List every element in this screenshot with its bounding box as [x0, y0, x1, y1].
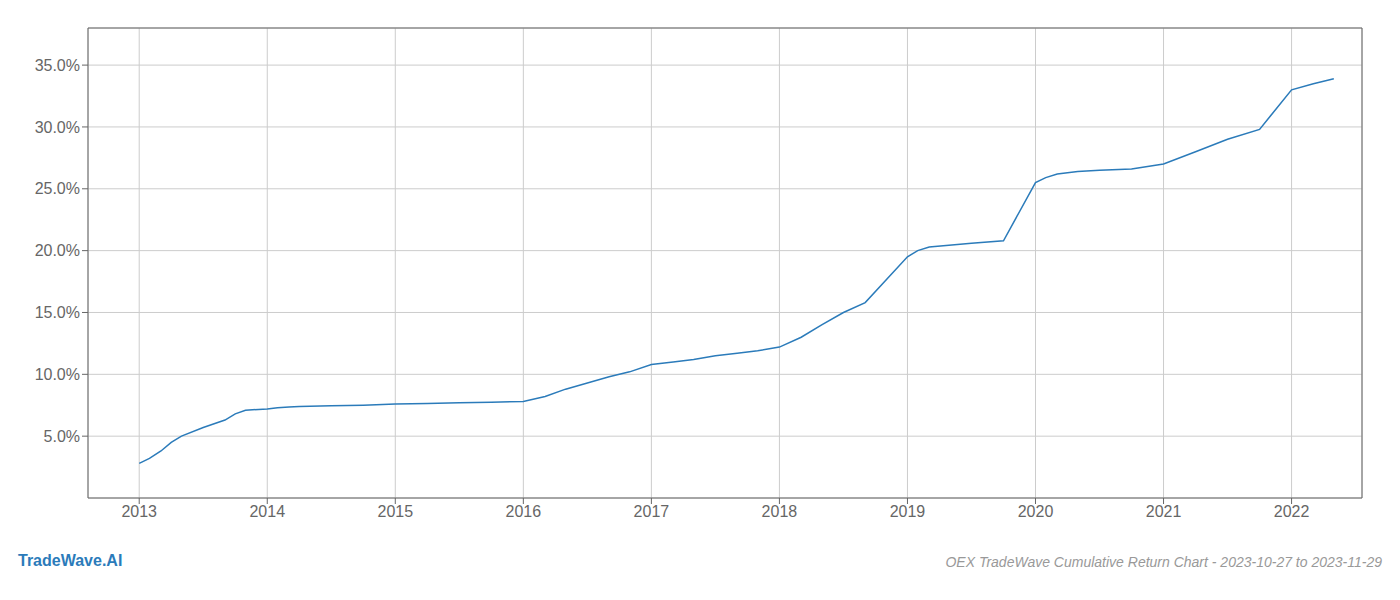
svg-text:20.0%: 20.0% [35, 242, 80, 259]
svg-text:2017: 2017 [634, 503, 670, 520]
svg-text:2013: 2013 [121, 503, 157, 520]
svg-text:2021: 2021 [1146, 503, 1182, 520]
html-text:OEX TradeWave Cumulative Retur: OEX TradeWave Cumulative Return Chart - … [945, 554, 1382, 570]
html-text:TradeWave.AI: TradeWave.AI [18, 552, 123, 569]
svg-text:15.0%: 15.0% [35, 304, 80, 321]
svg-text:2020: 2020 [1018, 503, 1054, 520]
svg-text:2015: 2015 [377, 503, 413, 520]
svg-text:35.0%: 35.0% [35, 57, 80, 74]
svg-text:2016: 2016 [506, 503, 542, 520]
svg-text:2018: 2018 [762, 503, 798, 520]
svg-text:2022: 2022 [1274, 503, 1310, 520]
svg-text:5.0%: 5.0% [44, 428, 80, 445]
svg-text:2019: 2019 [890, 503, 926, 520]
svg-text:25.0%: 25.0% [35, 180, 80, 197]
svg-text:10.0%: 10.0% [35, 366, 80, 383]
svg-text:30.0%: 30.0% [35, 119, 80, 136]
svg-text:2014: 2014 [249, 503, 285, 520]
